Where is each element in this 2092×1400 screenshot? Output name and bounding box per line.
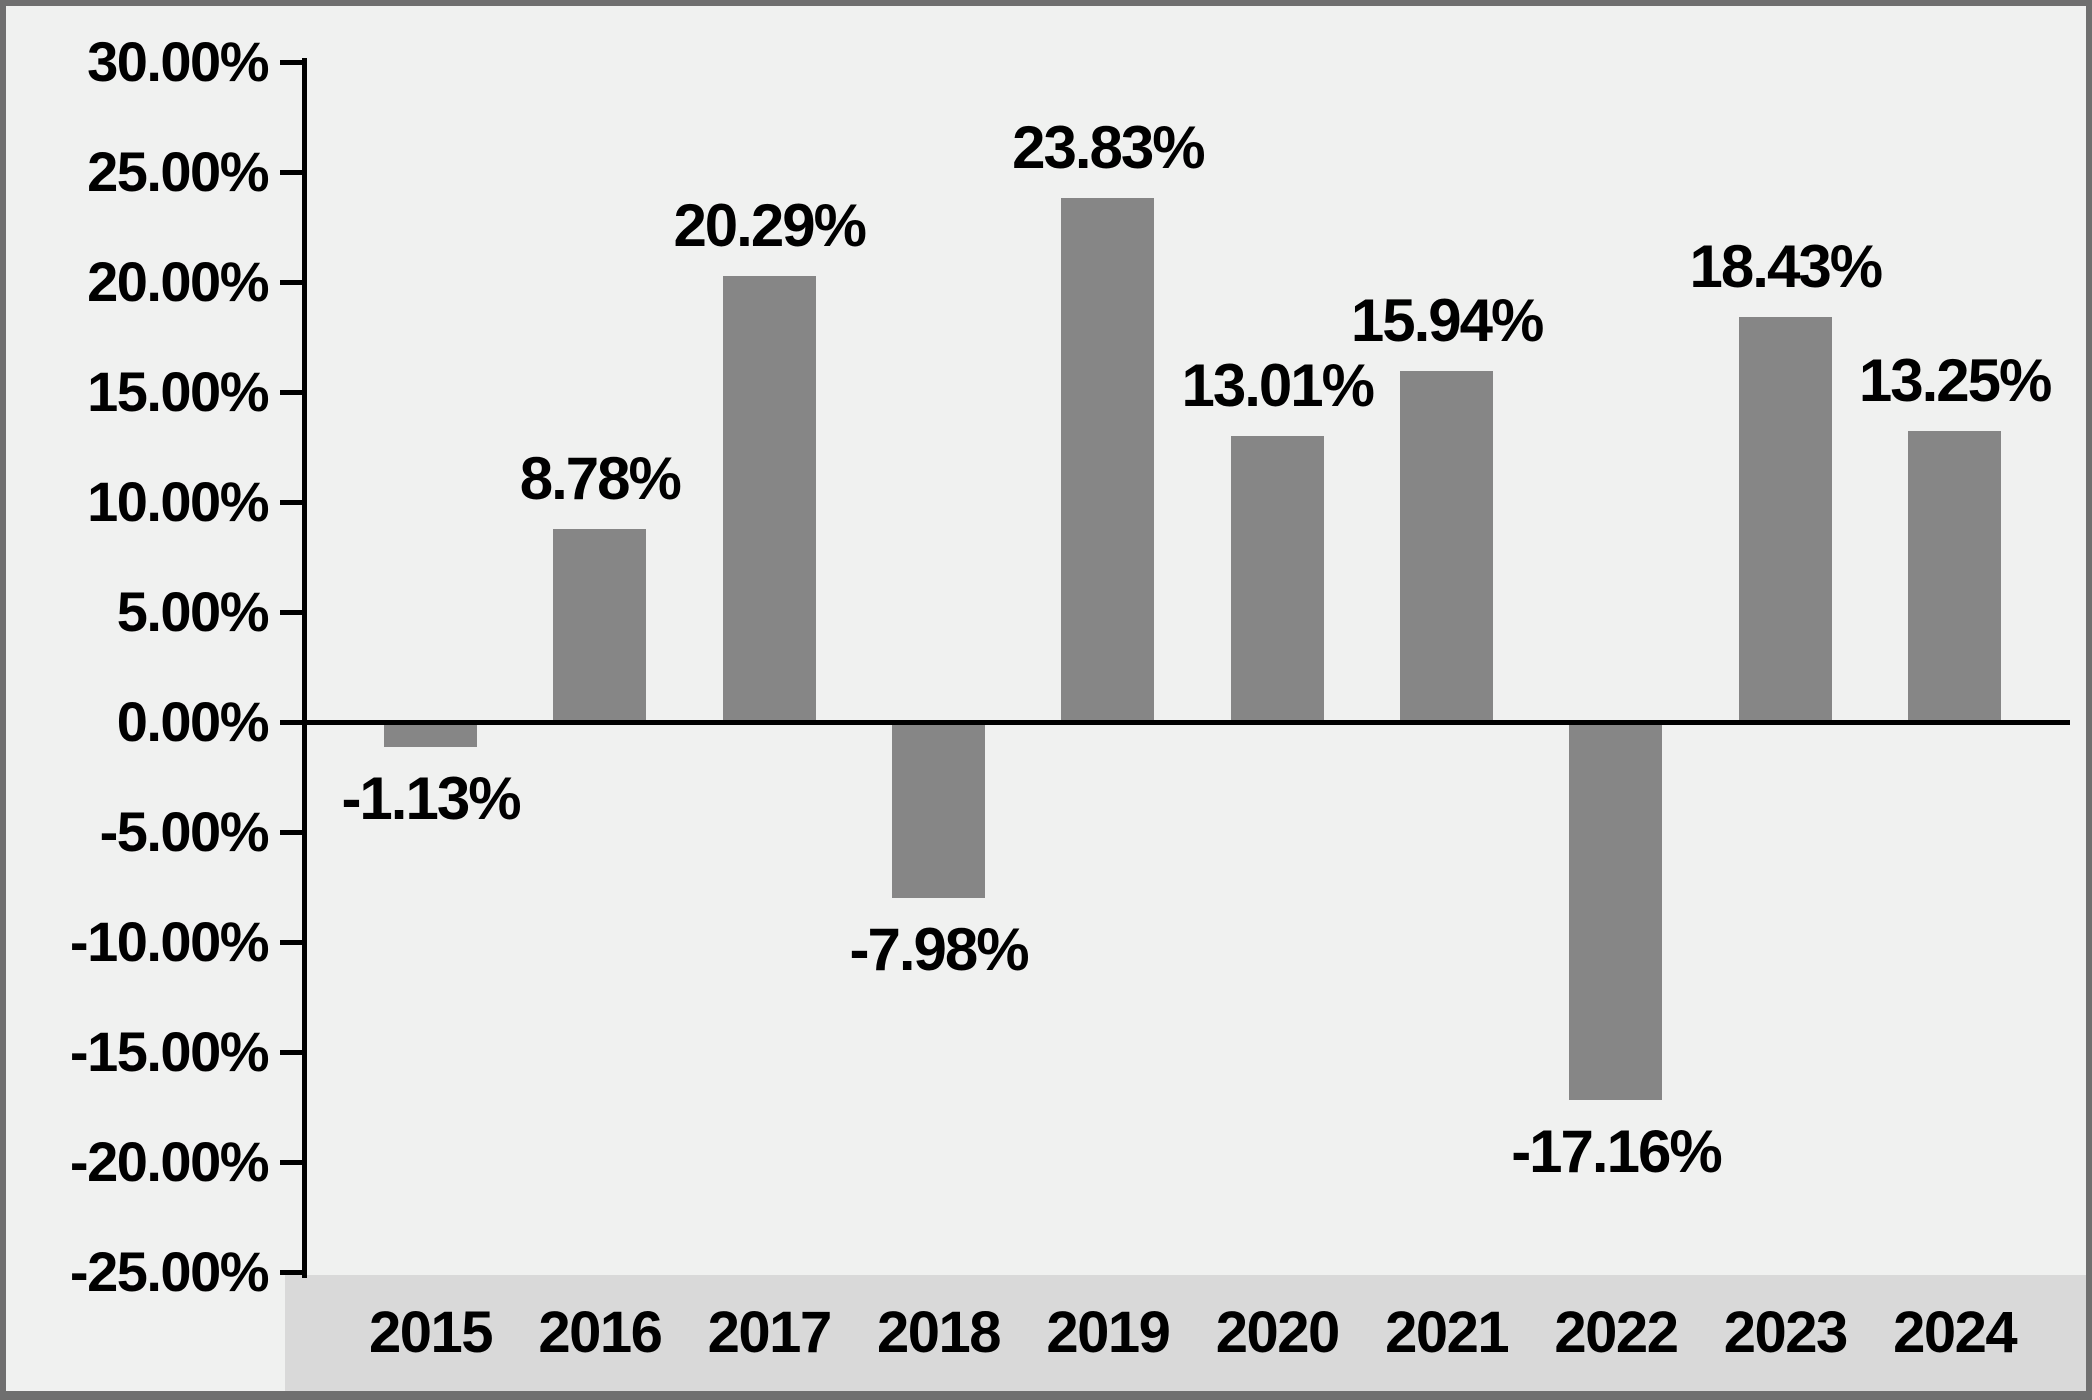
category-label-2017: 2017 [707, 1300, 833, 1365]
y-axis-tick-label: -10.00% [69, 910, 270, 973]
y-axis-tick-mark [280, 720, 307, 725]
category-label-2022: 2022 [1554, 1300, 1679, 1365]
y-axis-tick-mark [280, 1270, 307, 1275]
bar-2016 [553, 528, 647, 722]
category-label-2018: 2018 [877, 1300, 1002, 1365]
category-label-2015: 2015 [368, 1300, 494, 1365]
y-axis-tick-label: 0.00% [116, 690, 270, 753]
category-label-2021: 2021 [1385, 1300, 1510, 1365]
y-axis-tick-mark [280, 830, 307, 835]
y-axis-tick-label: 30.00% [87, 30, 269, 93]
y-axis-tick-mark [280, 1160, 307, 1165]
data-label-2019: 23.83% [1012, 113, 1206, 181]
data-label-2024: 13.25% [1858, 346, 2053, 414]
category-label-2024: 2024 [1893, 1300, 2018, 1365]
category-label-2019: 2019 [1046, 1300, 1171, 1365]
data-label-2017: 20.29% [673, 191, 867, 259]
category-label-2020: 2020 [1215, 1300, 1341, 1365]
category-label-2023: 2023 [1723, 1300, 1849, 1365]
y-axis-tick-label: 5.00% [116, 580, 270, 643]
y-axis-tick-label: 25.00% [87, 140, 269, 203]
bar-2015 [384, 722, 477, 747]
y-axis-tick-label: 10.00% [87, 470, 269, 533]
category-axis-strip [285, 1275, 2086, 1392]
y-axis-tick-label: 20.00% [87, 250, 269, 313]
y-axis-tick-mark [280, 1050, 307, 1055]
bar-2019 [1061, 197, 1155, 722]
y-axis-tick-mark [280, 610, 307, 615]
y-axis-tick-mark [280, 60, 307, 65]
category-label-2016: 2016 [538, 1300, 663, 1365]
bar-2020 [1230, 435, 1324, 722]
y-axis-tick-label: -20.00% [69, 1130, 270, 1193]
y-axis-tick-label: -5.00% [99, 800, 270, 863]
y-axis-tick-label: 15.00% [87, 360, 269, 423]
y-axis-tick-mark [280, 940, 307, 945]
y-axis-tick-label: -25.00% [69, 1240, 270, 1303]
y-axis-tick-mark [280, 280, 307, 285]
y-axis-line [302, 58, 307, 1278]
y-axis-tick-mark [280, 390, 307, 395]
bar-2024 [1908, 430, 2002, 722]
data-label-2016: 8.78% [519, 444, 682, 512]
data-label-2022: -17.16% [1511, 1117, 1722, 1185]
data-label-2021: 15.94% [1350, 287, 1545, 355]
bar-2023 [1738, 316, 1832, 722]
bar-2022 [1569, 722, 1663, 1100]
data-label-2015: -1.13% [341, 764, 521, 832]
bar-2017 [722, 275, 816, 722]
data-label-2023: 18.43% [1689, 232, 1884, 300]
y-axis-tick-mark [280, 170, 307, 175]
data-label-2018: -7.98% [849, 915, 1029, 983]
data-label-2020: 13.01% [1181, 351, 1376, 419]
zero-baseline [302, 720, 2070, 725]
bar-2021 [1400, 371, 1494, 722]
y-axis-tick-label: -15.00% [69, 1020, 270, 1083]
y-axis-tick-mark [280, 500, 307, 505]
bar-2018 [892, 722, 986, 898]
